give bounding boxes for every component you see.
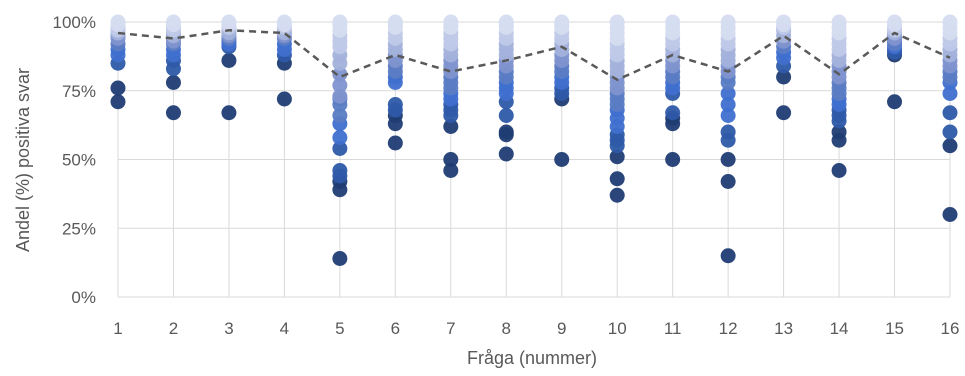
- data-point: [498, 124, 514, 140]
- data-point: [887, 14, 903, 30]
- data-point: [387, 14, 403, 30]
- data-point: [776, 14, 792, 30]
- data-point: [720, 97, 736, 112]
- x-axis-ticks: 1 2 3 4 5 6 7 8 9 10 11 12 13 14 15 16: [113, 319, 959, 338]
- data-point: [942, 86, 958, 101]
- data-point: [720, 108, 736, 123]
- x-tick-label: 11: [664, 319, 682, 338]
- x-tick-label: 5: [335, 319, 344, 338]
- data-point: [332, 88, 348, 104]
- x-tick-label: 3: [224, 319, 233, 338]
- data-point: [276, 91, 292, 107]
- x-tick-label: 14: [830, 319, 849, 338]
- data-point: [665, 14, 681, 30]
- data-point: [831, 124, 847, 140]
- data-point: [332, 163, 348, 178]
- data-point: [443, 14, 459, 30]
- data-point: [332, 251, 348, 266]
- data-point: [498, 146, 514, 162]
- data-point: [332, 77, 348, 93]
- data-point: [221, 14, 237, 30]
- y-tick-label: 50%: [62, 151, 96, 170]
- y-axis-ticks: 0% 25% 50% 75% 100%: [53, 13, 96, 307]
- data-point: [110, 14, 126, 30]
- y-tick-label: 25%: [62, 219, 96, 238]
- data-point: [387, 135, 403, 151]
- data-point: [554, 14, 570, 30]
- data-point: [942, 207, 958, 222]
- data-point: [720, 174, 736, 189]
- data-point: [942, 138, 958, 154]
- data-point: [276, 14, 292, 30]
- x-tick-label: 15: [885, 319, 904, 338]
- data-point: [720, 86, 736, 101]
- x-tick-label: 7: [446, 319, 455, 338]
- y-tick-label: 0%: [71, 288, 96, 307]
- data-point: [332, 130, 348, 145]
- x-tick-label: 2: [169, 319, 178, 338]
- data-point: [498, 14, 514, 30]
- x-tick-label: 16: [941, 319, 960, 338]
- average-dashed-line: [117, 28, 951, 82]
- data-point: [387, 97, 403, 112]
- data-point: [221, 53, 237, 68]
- data-point: [443, 163, 459, 178]
- x-tick-label: 12: [719, 319, 738, 338]
- data-point: [665, 105, 681, 121]
- data-point: [332, 141, 348, 156]
- data-point: [942, 14, 958, 30]
- data-point: [443, 152, 459, 167]
- data-point: [776, 105, 792, 121]
- data-point: [720, 152, 736, 167]
- y-axis-title: Andel (%) positiva svar: [13, 68, 33, 252]
- x-tick-label: 10: [608, 319, 627, 338]
- data-point: [887, 94, 903, 110]
- x-tick-label: 6: [391, 319, 400, 338]
- data-point: [554, 152, 570, 167]
- data-point: [332, 14, 348, 30]
- data-point: [221, 105, 237, 121]
- data-point: [665, 152, 681, 167]
- average-line-overlay: [117, 28, 951, 82]
- x-tick-label: 8: [502, 319, 511, 338]
- x-tick-label: 1: [113, 319, 122, 338]
- data-point: [609, 14, 625, 30]
- x-tick-label: 9: [557, 319, 566, 338]
- data-point: [831, 163, 847, 178]
- data-point: [831, 14, 847, 30]
- data-point: [720, 14, 736, 30]
- data-point: [942, 105, 958, 121]
- y-tick-label: 75%: [62, 82, 96, 101]
- data-point: [609, 149, 625, 165]
- data-point: [165, 75, 181, 90]
- data-point: [609, 187, 625, 203]
- data-point: [498, 108, 514, 123]
- data-point: [110, 80, 126, 96]
- data-point: [110, 94, 126, 110]
- data-point: [332, 108, 348, 123]
- data-point: [165, 105, 181, 121]
- data-point: [942, 124, 958, 140]
- data-point: [776, 69, 792, 85]
- y-tick-label: 100%: [53, 13, 96, 32]
- data-point: [332, 66, 348, 82]
- x-tick-label: 13: [774, 319, 793, 338]
- data-point: [443, 119, 459, 134]
- data-point: [165, 14, 181, 30]
- data-point: [720, 124, 736, 140]
- data-point: [609, 171, 625, 187]
- data-point: [720, 248, 736, 264]
- data-points: [110, 14, 958, 266]
- x-axis-title: Fråga (nummer): [467, 348, 597, 368]
- x-tick-label: 4: [280, 319, 289, 338]
